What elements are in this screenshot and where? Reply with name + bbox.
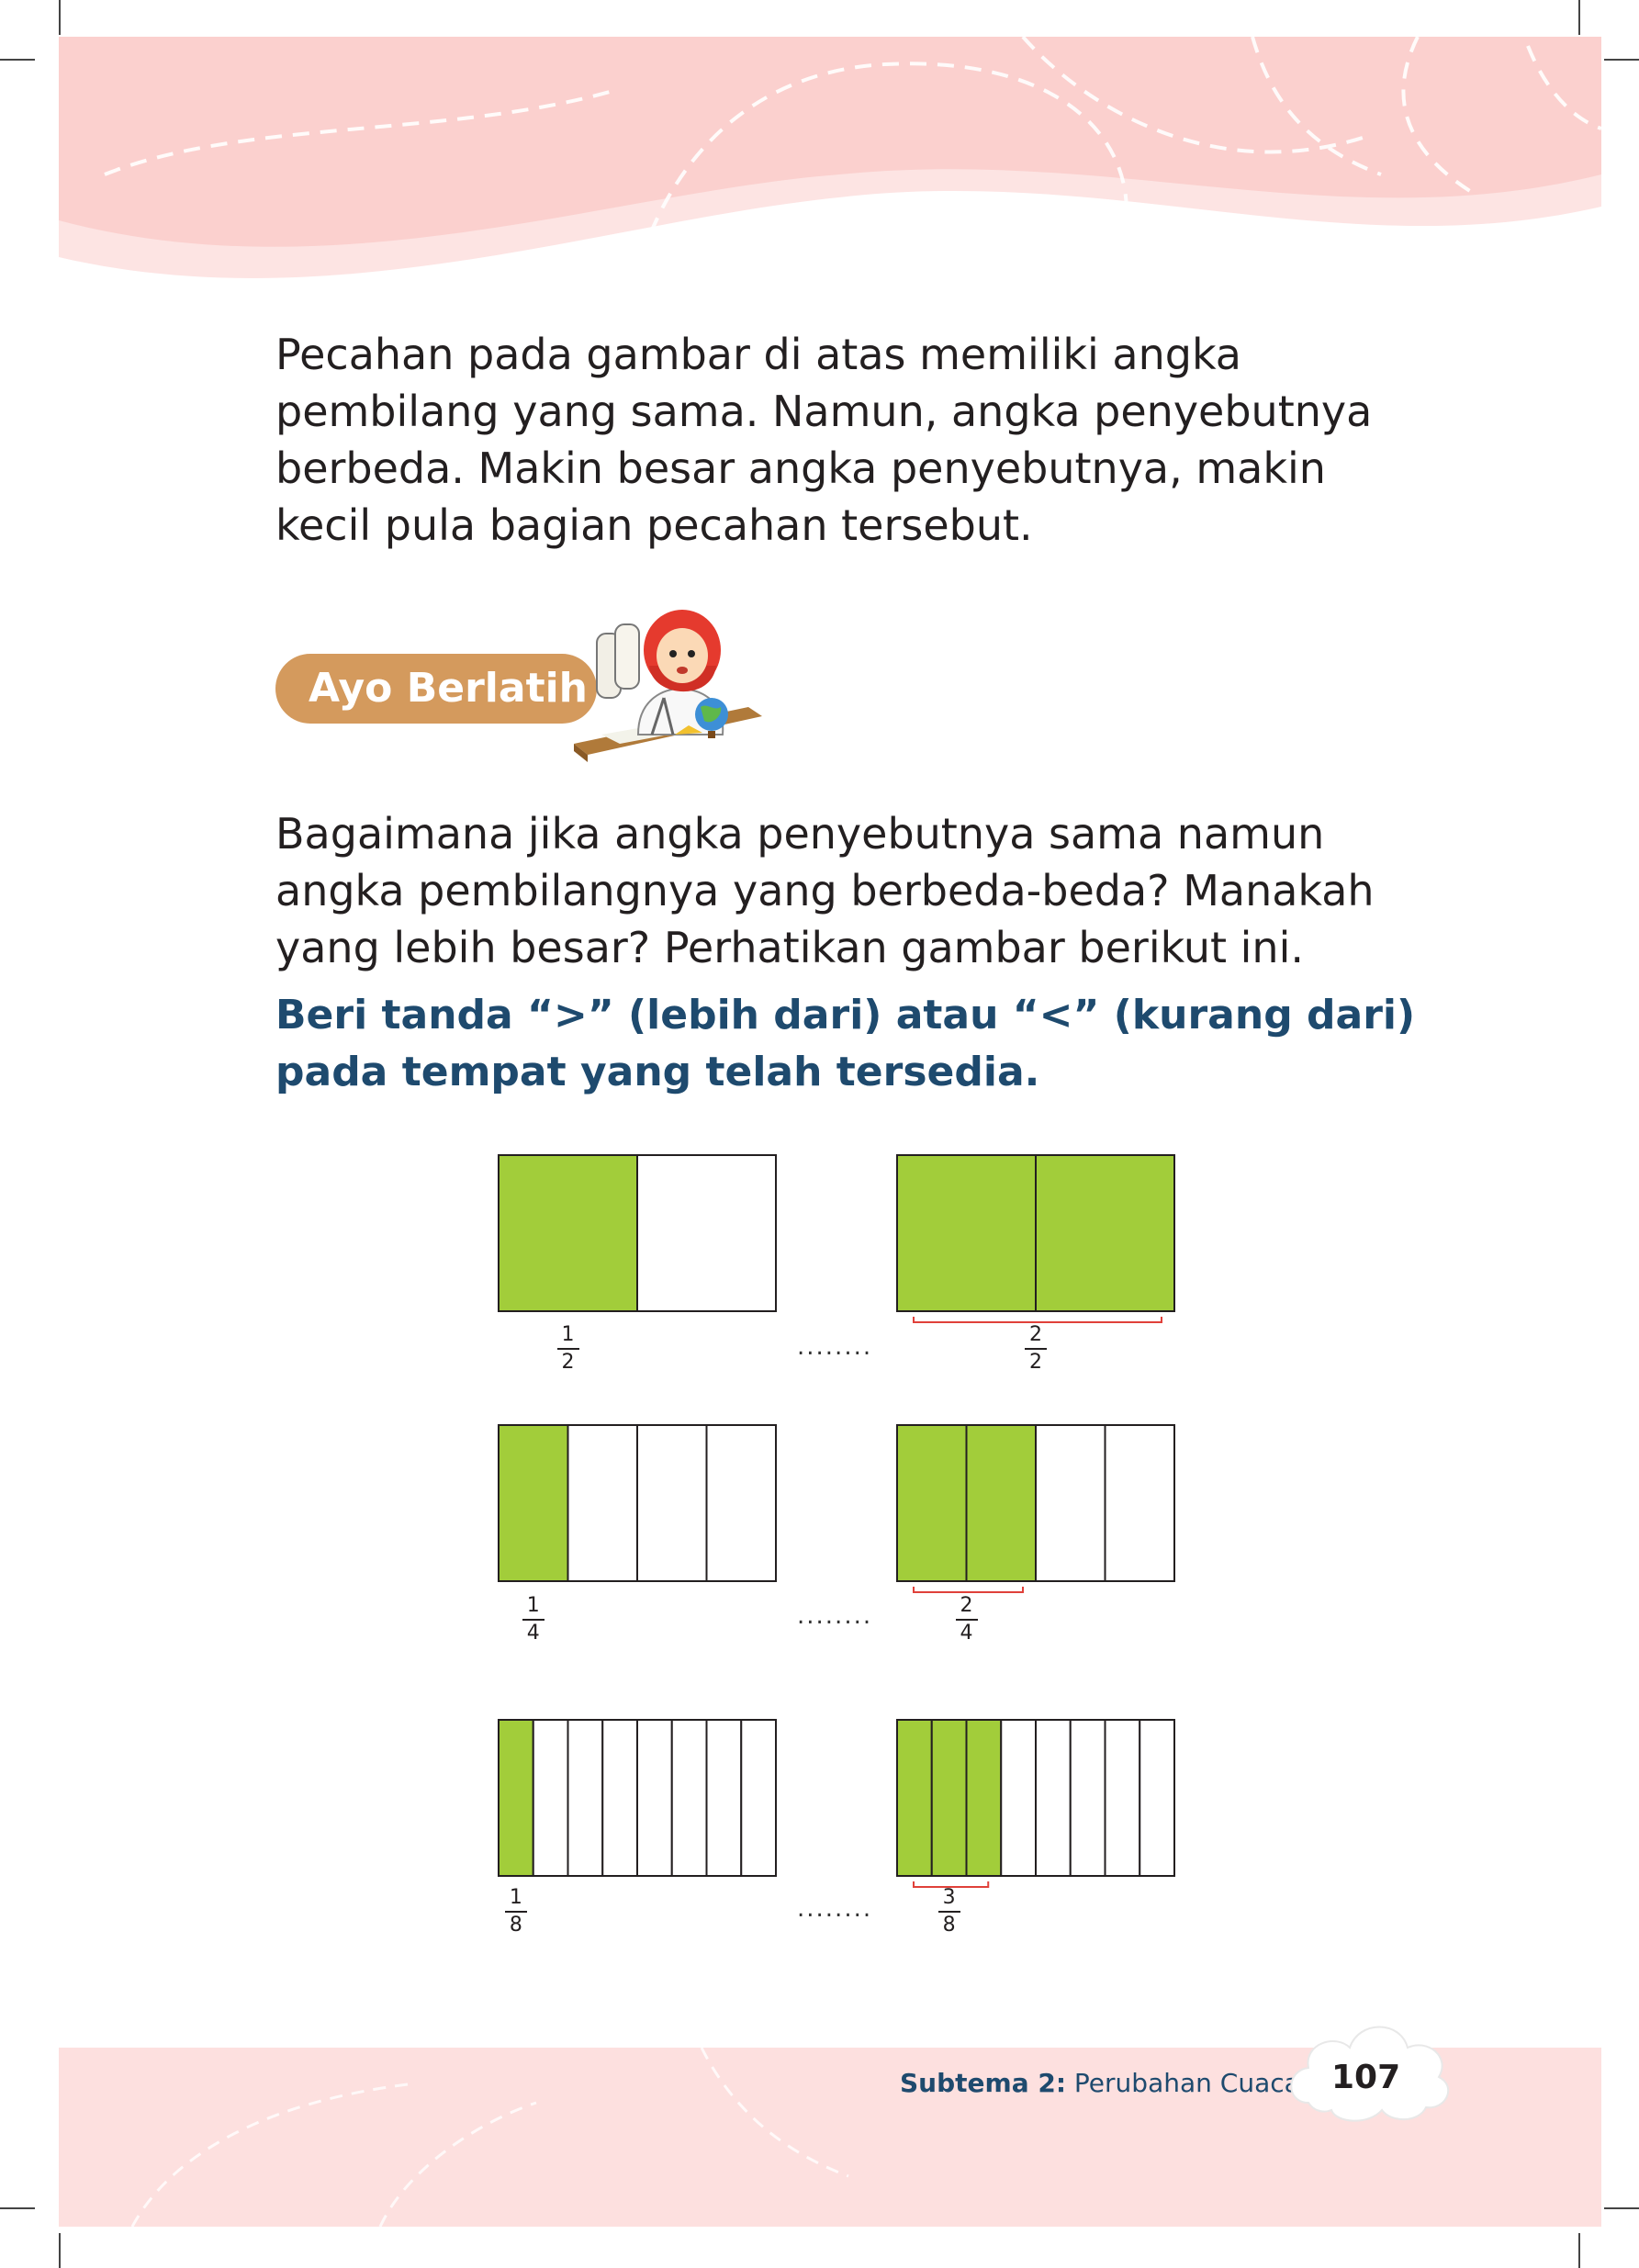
denominator: 2: [561, 1351, 575, 1374]
shaded-part: [498, 1424, 569, 1582]
crop-mark: [0, 2207, 35, 2209]
numerator: 1: [526, 1594, 540, 1617]
unshaded-part: [1035, 1719, 1072, 1877]
text-line: berbeda. Makin besar angka penyebutnya, …: [275, 443, 1326, 493]
fraction-line: [522, 1619, 544, 1621]
shaded-part: [498, 1154, 638, 1312]
left-fraction-bar-1: [498, 1154, 777, 1312]
right-fraction-bar-2: [896, 1424, 1175, 1582]
cloud-icon: [1290, 2026, 1450, 2122]
text-line: pembilang yang sama. Namun, angka penyeb…: [275, 387, 1373, 436]
shaded-part: [896, 1424, 968, 1582]
footer-subtheme: Subtema 2: Perubahan Cuaca: [900, 2068, 1300, 2098]
crop-mark: [1604, 59, 1639, 61]
answer-blank-3[interactable]: ........: [797, 1895, 873, 1923]
text-line: kecil pula bagian pecahan tersebut.: [275, 500, 1033, 550]
header-decoration: [59, 37, 1601, 312]
instruction-heading: Beri tanda “>” (lebih dari) atau “<” (ku…: [275, 987, 1469, 1101]
text-line: Bagaimana jika angka penyebutnya sama na…: [275, 809, 1325, 859]
crop-mark: [59, 0, 61, 35]
unshaded-part: [740, 1719, 777, 1877]
unshaded-part: [567, 1719, 604, 1877]
text-line: yang lebih besar? Perhatikan gambar beri…: [275, 923, 1304, 972]
unshaded-part: [1000, 1719, 1037, 1877]
denominator: 4: [526, 1622, 540, 1645]
crop-mark: [1604, 2207, 1639, 2209]
numerator: 2: [1029, 1323, 1042, 1346]
right-fraction-bar-1: [896, 1154, 1175, 1312]
page-number: 107: [1331, 2059, 1401, 2096]
unshaded-part: [1035, 1424, 1106, 1582]
text-line: pada tempat yang telah tersedia.: [275, 1049, 1040, 1095]
numerator: 1: [509, 1886, 522, 1909]
unshaded-part: [636, 1424, 708, 1582]
unshaded-part: [1139, 1719, 1175, 1877]
answer-blank-1[interactable]: ........: [797, 1333, 873, 1361]
numerator: 1: [561, 1323, 575, 1346]
crop-mark: [1578, 0, 1580, 35]
crop-mark: [59, 2233, 61, 2268]
girl-studying-illustration: [574, 610, 762, 762]
denominator: 8: [509, 1914, 522, 1937]
numerator: 3: [942, 1886, 956, 1909]
denominator: 2: [1029, 1351, 1042, 1374]
shaded-part: [930, 1719, 968, 1877]
fraction-line: [1025, 1348, 1047, 1350]
text-line: Pecahan pada gambar di atas memiliki ang…: [275, 330, 1241, 379]
unshaded-part: [636, 1719, 673, 1877]
answer-blank-2[interactable]: ........: [797, 1602, 873, 1630]
unshaded-part: [601, 1719, 638, 1877]
text-line: angka pembilangnya yang berbeda-beda? Ma…: [275, 866, 1375, 915]
right-fraction-bar-3: [896, 1719, 1175, 1877]
shaded-part: [965, 1719, 1003, 1877]
fraction-line: [955, 1619, 978, 1621]
unshaded-part: [670, 1719, 708, 1877]
denominator: 8: [942, 1914, 956, 1937]
denominator: 4: [960, 1622, 973, 1645]
unshaded-part: [1104, 1719, 1141, 1877]
shaded-part: [896, 1719, 933, 1877]
shaded-part: [896, 1154, 1037, 1312]
fraction-line: [504, 1911, 527, 1913]
fraction-line: [556, 1348, 579, 1350]
shaded-part: [1035, 1154, 1175, 1312]
numerator: 2: [960, 1594, 973, 1617]
shaded-part: [498, 1719, 534, 1877]
crop-mark: [1578, 2233, 1580, 2268]
unshaded-part: [1069, 1719, 1106, 1877]
unshaded-part: [532, 1719, 569, 1877]
section-tab-ayo-berlatih: Ayo Berlatih: [275, 654, 597, 724]
unshaded-part: [705, 1719, 743, 1877]
intro-paragraph: Pecahan pada gambar di atas memiliki ang…: [275, 326, 1469, 554]
unshaded-part: [1104, 1424, 1175, 1582]
crop-mark: [0, 59, 35, 61]
left-fraction-bar-2: [498, 1424, 777, 1582]
subtheme-label: Subtema 2:: [900, 2068, 1067, 2098]
question-paragraph: Bagaimana jika angka penyebutnya sama na…: [275, 805, 1469, 976]
unshaded-part: [567, 1424, 638, 1582]
fraction-line: [937, 1911, 960, 1913]
unshaded-part: [705, 1424, 777, 1582]
subtheme-title: Perubahan Cuaca: [1073, 2068, 1300, 2098]
unshaded-part: [636, 1154, 777, 1312]
text-line: Beri tanda “>” (lebih dari) atau “<” (ku…: [275, 992, 1416, 1039]
left-fraction-bar-3: [498, 1719, 777, 1877]
shaded-part: [965, 1424, 1037, 1582]
